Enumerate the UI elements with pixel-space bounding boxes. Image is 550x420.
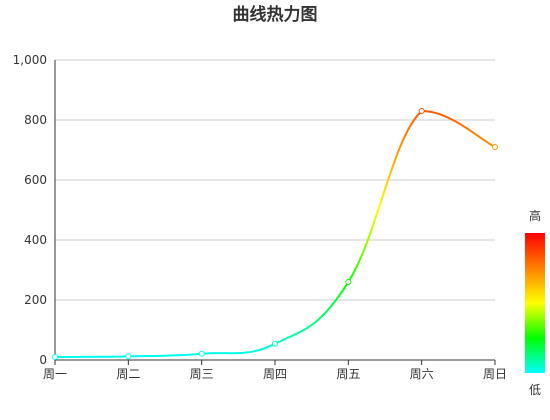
data-point[interactable] — [418, 108, 425, 114]
x-tick-label: 周五 — [336, 367, 360, 381]
data-point[interactable] — [125, 353, 132, 360]
y-tick-label: 800 — [24, 113, 47, 127]
y-tick-label: 0 — [39, 353, 47, 367]
data-point[interactable] — [492, 144, 498, 150]
x-axis — [54, 60, 496, 365]
data-point[interactable] — [272, 340, 278, 347]
series-line-path — [54, 110, 496, 358]
x-axis-tick-labels: 周一 周二 周三 周四 周五 周六 周日 — [43, 367, 507, 381]
chart-title: 曲线热力图 — [233, 4, 318, 25]
data-points — [52, 108, 498, 360]
visual-map-gradient-bar[interactable] — [525, 233, 545, 373]
grid-lines — [55, 59, 495, 301]
x-tick-label: 周一 — [43, 367, 67, 381]
x-tick-label: 周六 — [410, 367, 434, 381]
visual-map-high-label: 高 — [529, 208, 541, 223]
x-tick-label: 周二 — [116, 367, 140, 381]
y-tick-label: 600 — [24, 173, 47, 187]
y-tick-label: 200 — [24, 293, 47, 307]
y-axis-tick-labels: 0 200 400 600 800 1,000 — [13, 53, 47, 367]
x-tick-label: 周三 — [190, 367, 214, 381]
y-tick-label: 1,000 — [13, 53, 47, 67]
data-point[interactable] — [345, 279, 352, 285]
visual-map[interactable]: 高 低 — [525, 208, 545, 397]
x-tick-label: 周日 — [483, 367, 507, 381]
y-tick-label: 400 — [24, 233, 47, 247]
series-line — [54, 110, 496, 358]
x-tick-label: 周四 — [263, 367, 287, 381]
visual-map-low-label: 低 — [529, 383, 541, 397]
data-point[interactable] — [52, 354, 58, 360]
data-point[interactable] — [198, 350, 205, 357]
